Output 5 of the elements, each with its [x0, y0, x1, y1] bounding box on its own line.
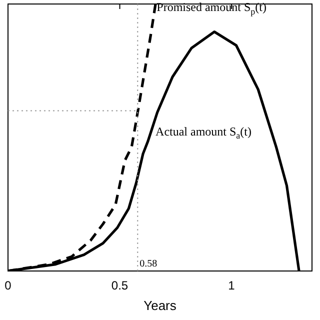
ref-line-label: 0.58: [140, 258, 158, 270]
x-tick-label: 0.5: [111, 278, 128, 293]
x-axis-title: Years: [144, 298, 177, 313]
x-tick-label: 0: [4, 278, 12, 293]
x-tick-label: 1: [228, 278, 236, 293]
